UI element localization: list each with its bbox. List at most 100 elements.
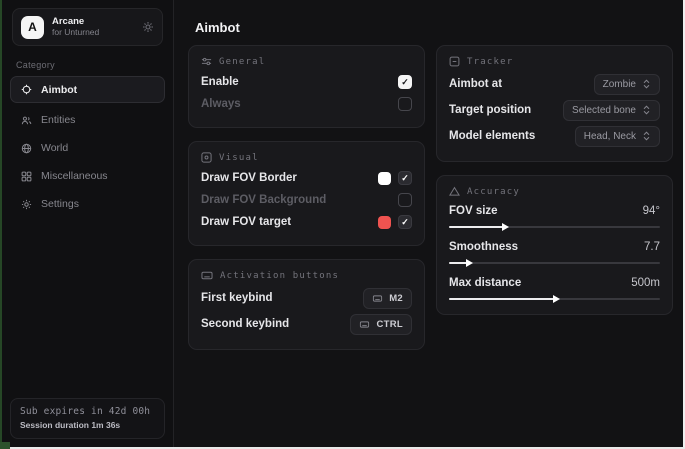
visual-card: Visual Draw FOV Border ✓ Draw FOV Backgr… <box>188 141 425 246</box>
right-column: Tracker Aimbot at Zombie <box>436 45 673 315</box>
setting-label: FOV size <box>449 205 498 217</box>
sidebar-item-label: Entities <box>41 114 76 126</box>
setting-row-first-keybind: First keybind M2 <box>201 285 412 311</box>
sliders-icon <box>201 56 212 67</box>
setting-label: Max distance <box>449 277 522 289</box>
accuracy-card: Accuracy FOV size 94° <box>436 175 673 315</box>
keyboard-icon <box>201 270 213 281</box>
triangle-icon <box>449 186 460 197</box>
accuracy-header: Accuracy <box>449 186 660 197</box>
setting-row-aimbot-at: Aimbot at Zombie <box>449 71 660 97</box>
sidebar-item-settings[interactable]: Settings <box>2 190 173 218</box>
sidebar-item-label: Aimbot <box>41 83 78 96</box>
setting-row-fov-border: Draw FOV Border ✓ <box>201 167 412 189</box>
app-subtitle: for Unturned <box>52 26 100 37</box>
first-keybind-button[interactable]: M2 <box>363 287 412 309</box>
entities-icon <box>21 115 32 126</box>
setting-label: Model elements <box>449 130 536 142</box>
setting-label: Smoothness <box>449 241 519 253</box>
smoothness-slider-group: Smoothness 7.7 <box>449 237 660 267</box>
setting-row-always: Always ✓ <box>201 93 412 115</box>
keybind-value: M2 <box>389 292 403 304</box>
fov-background-checkbox[interactable]: ✓ <box>398 193 412 207</box>
check-icon: ✓ <box>401 76 409 87</box>
setting-row-second-keybind: Second keybind CTRL <box>201 311 412 337</box>
sidebar-item-world[interactable]: World <box>2 134 173 162</box>
model-elements-dropdown[interactable]: Head, Neck <box>574 125 660 147</box>
sub-expiry-text: Sub expires in 42d 00h <box>20 406 151 417</box>
sidebar-item-label: Settings <box>41 198 79 210</box>
sidebar-item-miscellaneous[interactable]: Miscellaneous <box>2 162 173 190</box>
general-card: General Enable ✓ Always ✓ <box>188 45 425 128</box>
setting-label: Draw FOV Border <box>201 172 297 184</box>
section-title: General <box>219 56 266 67</box>
aimbot-at-dropdown[interactable]: Zombie <box>593 73 660 95</box>
fov-target-checkbox[interactable]: ✓ <box>398 215 412 229</box>
keybind-value: CTRL <box>376 318 403 330</box>
sidebar-item-label: Miscellaneous <box>41 170 108 182</box>
visual-header: Visual <box>201 152 412 163</box>
color-swatch[interactable] <box>378 171 391 185</box>
check-icon: ✓ <box>401 172 409 183</box>
slider-value: 500m <box>631 277 660 289</box>
category-label: Category <box>16 60 55 70</box>
brand-text: Arcane for Unturned <box>52 15 134 38</box>
fov-border-checkbox[interactable]: ✓ <box>398 171 412 185</box>
dropdown-value: Zombie <box>602 78 636 90</box>
section-title: Accuracy <box>467 186 520 197</box>
setting-label: Second keybind <box>201 318 290 330</box>
sidebar-item-aimbot[interactable]: Aimbot <box>10 76 165 103</box>
setting-label: Target position <box>449 104 532 116</box>
screen-corner-artifact <box>0 442 10 449</box>
setting-label: Aimbot at <box>449 78 503 90</box>
setting-row-enable: Enable ✓ <box>201 71 412 93</box>
color-swatch[interactable] <box>378 215 391 229</box>
setting-row-fov-target: Draw FOV target ✓ <box>201 211 412 233</box>
activation-card: Activation buttons First keybind M2 <box>188 259 425 350</box>
settings-gear-icon <box>21 199 32 210</box>
page-title: Aimbot <box>195 20 240 35</box>
section-title: Visual <box>219 152 259 163</box>
keyboard-icon <box>372 294 383 303</box>
section-title: Tracker <box>467 56 514 67</box>
subscription-status-card: Sub expires in 42d 00h Session duration … <box>10 398 165 439</box>
sidebar-nav: Aimbot Entities Wo <box>2 76 173 218</box>
fov-size-slider-group: FOV size 94° <box>449 201 660 231</box>
always-checkbox[interactable]: ✓ <box>398 97 412 111</box>
setting-row-model-elements: Model elements Head, Neck <box>449 123 660 149</box>
chevron-up-down-icon <box>642 105 651 115</box>
smoothness-slider[interactable] <box>449 259 660 267</box>
gear-icon[interactable] <box>142 21 154 33</box>
tracker-header: Tracker <box>449 56 660 67</box>
tracker-icon <box>449 56 460 67</box>
eye-icon <box>201 152 212 163</box>
app-logo: A <box>21 15 44 39</box>
screen-edge-right <box>683 0 685 449</box>
general-header: General <box>201 56 412 67</box>
slider-fill <box>449 223 509 231</box>
setting-label: First keybind <box>201 292 273 304</box>
enable-checkbox[interactable]: ✓ <box>398 75 412 89</box>
activation-header: Activation buttons <box>201 270 412 281</box>
slider-fill <box>449 259 473 267</box>
slider-value: 94° <box>642 205 660 217</box>
sidebar-item-label: World <box>41 142 69 154</box>
max-distance-slider[interactable] <box>449 295 660 303</box>
grid-icon <box>21 171 32 182</box>
crosshair-icon <box>21 84 32 95</box>
second-keybind-button[interactable]: CTRL <box>350 313 412 335</box>
screen-edge-bottom <box>10 447 685 449</box>
main-content: Aimbot General <box>174 0 683 447</box>
app-name: Arcane <box>52 15 85 27</box>
target-position-dropdown[interactable]: Selected bone <box>563 99 660 121</box>
section-title: Activation buttons <box>220 270 340 281</box>
fov-size-slider[interactable] <box>449 223 660 231</box>
dropdown-value: Head, Neck <box>583 130 636 142</box>
chevron-up-down-icon <box>642 131 651 141</box>
keyboard-icon <box>359 320 370 329</box>
setting-row-target-position: Target position Selected bone <box>449 97 660 123</box>
sidebar-item-entities[interactable]: Entities <box>2 106 173 134</box>
check-icon: ✓ <box>401 216 409 227</box>
